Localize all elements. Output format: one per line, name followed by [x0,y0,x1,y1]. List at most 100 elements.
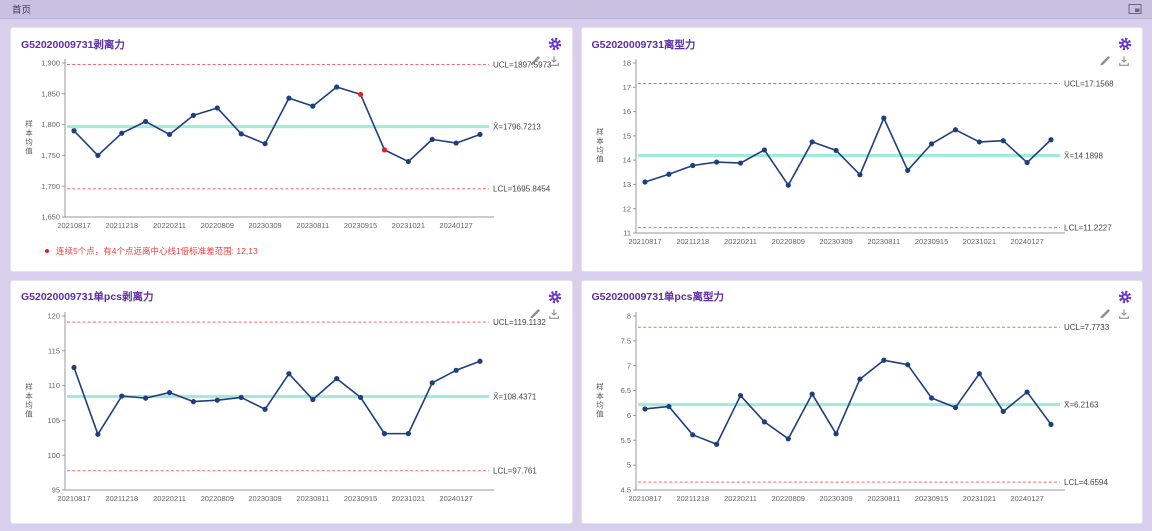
svg-text:20231021: 20231021 [392,494,425,503]
svg-text:本: 本 [25,128,33,138]
edit-pencil-icon[interactable] [529,55,541,67]
svg-text:X̄=6.2163: X̄=6.2163 [1064,400,1099,409]
dashboard-grid: G52020009731剥离力 UCL=1897.5973 LCL=1695.84… [0,19,1152,531]
svg-text:20230309: 20230309 [819,494,852,503]
svg-text:7: 7 [626,361,630,370]
svg-text:8: 8 [626,311,630,320]
svg-text:LCL=4.6594: LCL=4.6594 [1064,477,1108,486]
svg-text:100: 100 [47,450,60,459]
rule-violation-alert: 连续5个点，有4个点远离中心线1倍标准差范围: 12,13 [45,245,562,257]
svg-text:20240127: 20240127 [439,221,472,230]
svg-text:13: 13 [622,180,630,189]
alert-text: 连续5个点，有4个点远离中心线1倍标准差范围: 12,13 [56,246,258,256]
svg-text:1,750: 1,750 [41,151,60,160]
svg-text:样: 样 [596,127,604,137]
svg-text:20230915: 20230915 [914,494,947,503]
svg-text:17: 17 [622,83,630,92]
svg-text:20211218: 20211218 [676,494,709,503]
svg-text:18: 18 [622,59,630,68]
svg-text:20211218: 20211218 [676,237,709,246]
alert-bullet-icon [45,249,49,253]
settings-gear-icon[interactable] [1118,290,1132,304]
download-icon[interactable] [1118,308,1130,320]
svg-text:4.5: 4.5 [620,485,630,494]
restore-window-icon[interactable] [1128,3,1142,15]
svg-text:X̄=14.1898: X̄=14.1898 [1064,151,1103,160]
svg-text:20211218: 20211218 [105,494,138,503]
control-chart: UCL=7.7733 LCL=4.6594 X̄=6.2163 4.5 5 5.5 6 6.5… [596,311,1110,503]
download-icon[interactable] [548,55,560,67]
svg-text:1,800: 1,800 [41,120,60,129]
svg-text:值: 值 [596,408,604,418]
svg-text:14: 14 [622,156,630,165]
svg-text:20240127: 20240127 [439,494,472,503]
svg-text:7.5: 7.5 [620,336,630,345]
download-icon[interactable] [548,308,560,320]
svg-text:样: 样 [596,381,604,391]
svg-text:20220809: 20220809 [771,237,804,246]
svg-text:样: 样 [25,119,33,129]
svg-text:20220211: 20220211 [724,237,757,246]
svg-text:LCL=11.2227: LCL=11.2227 [1064,223,1112,232]
svg-text:11: 11 [623,229,631,238]
svg-text:20220211: 20220211 [153,494,186,503]
svg-text:115: 115 [48,346,60,355]
svg-text:20210817: 20210817 [628,237,661,246]
svg-text:95: 95 [52,485,60,494]
svg-text:5: 5 [626,460,630,469]
svg-text:UCL=119.1132: UCL=119.1132 [493,317,546,326]
svg-text:20230309: 20230309 [248,494,281,503]
chart-panel-pcs-peel-force: G52020009731单pcs剥离力 UCL=119.1132 LCL=97.7… [10,279,573,524]
svg-text:6: 6 [626,411,630,420]
svg-text:16: 16 [622,107,630,116]
svg-text:1,650: 1,650 [41,213,60,222]
svg-text:20231021: 20231021 [962,494,995,503]
svg-text:120: 120 [47,311,60,320]
svg-text:样: 样 [25,381,33,391]
svg-text:均: 均 [596,145,604,155]
svg-text:本: 本 [25,390,33,400]
top-tab-bar: 首页 [0,0,1152,19]
control-chart: UCL=17.1568 LCL=11.2227 X̄=14.1898 11 12 13 14… [596,59,1114,246]
svg-text:20230811: 20230811 [296,221,329,230]
svg-text:20210817: 20210817 [57,221,90,230]
svg-text:UCL=17.1568: UCL=17.1568 [1064,79,1114,88]
settings-gear-icon[interactable] [548,290,562,304]
svg-text:20220211: 20220211 [153,221,186,230]
download-icon[interactable] [1118,55,1130,67]
svg-text:5.5: 5.5 [620,435,630,444]
svg-text:20220211: 20220211 [724,494,757,503]
svg-text:20231021: 20231021 [392,221,425,230]
chart-title: G52020009731单pcs离型力 [591,291,725,303]
svg-text:105: 105 [47,416,60,425]
tab-home[interactable]: 首页 [12,5,32,16]
svg-text:20231021: 20231021 [962,237,995,246]
settings-gear-icon[interactable] [1118,37,1132,51]
svg-text:20211218: 20211218 [105,221,138,230]
svg-text:20230811: 20230811 [867,494,900,503]
svg-text:6.5: 6.5 [620,386,630,395]
svg-text:20210817: 20210817 [57,494,90,503]
edit-pencil-icon[interactable] [529,308,541,320]
svg-text:20230309: 20230309 [819,237,852,246]
svg-text:20230915: 20230915 [344,494,377,503]
svg-text:110: 110 [48,381,60,390]
svg-text:20220809: 20220809 [771,494,804,503]
svg-text:1,850: 1,850 [41,89,60,98]
chart-panel-peel-force: G52020009731剥离力 UCL=1897.5973 LCL=1695.84… [10,27,573,272]
chart-title: G52020009731离型力 [591,38,696,51]
svg-text:X̄=108.4371: X̄=108.4371 [493,392,537,401]
chart-panel-pcs-release-force: G52020009731单pcs离型力 UCL=7.7733 LCL=4.6594… [580,279,1143,524]
edit-pencil-icon[interactable] [1099,55,1111,67]
svg-text:本: 本 [596,390,604,400]
svg-text:均: 均 [25,399,33,409]
svg-text:值: 值 [25,408,33,418]
svg-text:UCL=1897.5973: UCL=1897.5973 [493,60,552,69]
settings-gear-icon[interactable] [548,37,562,51]
control-chart: UCL=119.1132 LCL=97.761 X̄=108.4371 95 100 10… [25,311,546,503]
edit-pencil-icon[interactable] [1099,308,1111,320]
svg-text:UCL=7.7733: UCL=7.7733 [1064,323,1110,332]
svg-text:20230811: 20230811 [296,494,329,503]
control-chart: UCL=1897.5973 LCL=1695.8454 X̄=1796.7213 1,… [25,59,552,230]
svg-text:12: 12 [622,204,630,213]
